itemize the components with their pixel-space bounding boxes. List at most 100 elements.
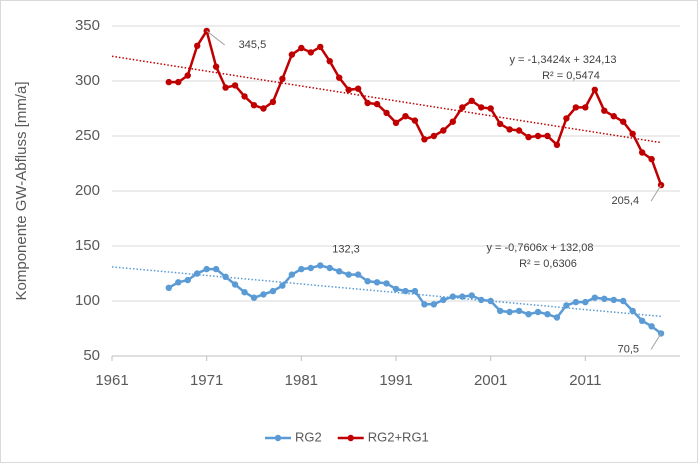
data-point [506,308,513,316]
data-point [383,109,390,117]
data-point [553,141,561,148]
data-point [459,293,466,300]
data-point [553,314,561,321]
data-point [260,105,267,112]
data-point [601,295,608,302]
y-tick-label: 300 [75,72,100,89]
data-point [241,289,248,296]
data-point [231,281,239,288]
data-point [250,102,258,109]
label-leader [650,333,662,350]
data-point [468,97,475,105]
x-tick-label: 1981 [285,372,318,389]
data-point [392,119,400,127]
data-point [194,42,201,49]
data-label: 70,5 [618,343,639,355]
data-point [184,72,191,79]
data-point [364,278,371,285]
data-point [496,120,504,128]
data-point [307,49,314,56]
data-point [525,311,532,318]
data-point [411,117,419,124]
data-point [336,268,343,275]
trend-r2: R² = 0,6306 [519,258,577,270]
data-point [411,287,419,295]
data-label: 132,3 [332,243,360,255]
data-point [582,104,589,111]
data-point [544,311,551,318]
data-point [175,78,182,86]
data-point [468,292,475,299]
data-point [402,113,409,120]
y-tick-label: 250 [75,127,100,144]
y-axis-label: Komponente GW-Abfluss [mm/a] [13,82,30,301]
data-point [250,294,258,301]
y-tick-label: 350 [75,17,100,34]
data-point [648,155,655,163]
data-point [487,105,494,112]
data-point [345,271,352,278]
data-point [449,293,456,300]
data-point [638,149,646,156]
x-tick-label: 2001 [474,372,507,389]
data-point [544,132,551,140]
trendline [111,266,662,318]
data-point [326,58,333,65]
data-point [222,84,229,91]
legend-label: RG2 [295,429,322,444]
data-point [165,78,172,86]
data-point [629,307,636,315]
data-point [279,75,286,83]
data-point [534,308,542,316]
data-point [364,99,371,107]
data-point [269,98,277,106]
data-point [212,63,220,70]
data-point [563,115,570,122]
data-point [515,127,523,134]
data-point [572,104,580,111]
data-point [506,126,513,133]
data-point [336,74,343,81]
data-point [222,273,229,280]
x-tick-label: 1961 [95,372,128,389]
data-point [241,93,248,100]
y-tick-label: 50 [83,347,100,364]
data-point [345,86,352,94]
data-point [629,130,636,137]
y-tick-label: 100 [75,292,100,309]
trendline [111,55,662,144]
data-point [373,100,381,108]
label-leader [650,184,662,202]
data-point [515,307,523,315]
data-point [610,296,617,304]
data-point [373,279,381,286]
trend-r2: R² = 0,5474 [542,70,600,82]
legend-label: RG2+RG1 [368,429,429,444]
data-point [383,280,390,287]
data-point [478,104,485,111]
data-point [184,276,191,284]
y-tick-label: 200 [75,182,100,199]
data-label: 205,4 [612,195,640,207]
x-tick-label: 2011 [569,372,601,389]
data-point [231,82,239,89]
data-point [194,270,201,277]
data-point [591,86,598,94]
data-point [591,294,598,301]
data-point [317,43,324,51]
y-tick-label: 150 [75,237,100,254]
data-point [354,85,362,92]
data-point [269,287,277,295]
data-point [392,285,400,293]
data-point [421,301,428,308]
data-point [421,136,428,143]
data-point [317,262,324,269]
data-point [175,279,182,286]
data-point [354,271,362,278]
data-point [449,118,456,125]
data-point [279,282,286,289]
data-point [298,44,305,52]
data-point [307,264,314,272]
